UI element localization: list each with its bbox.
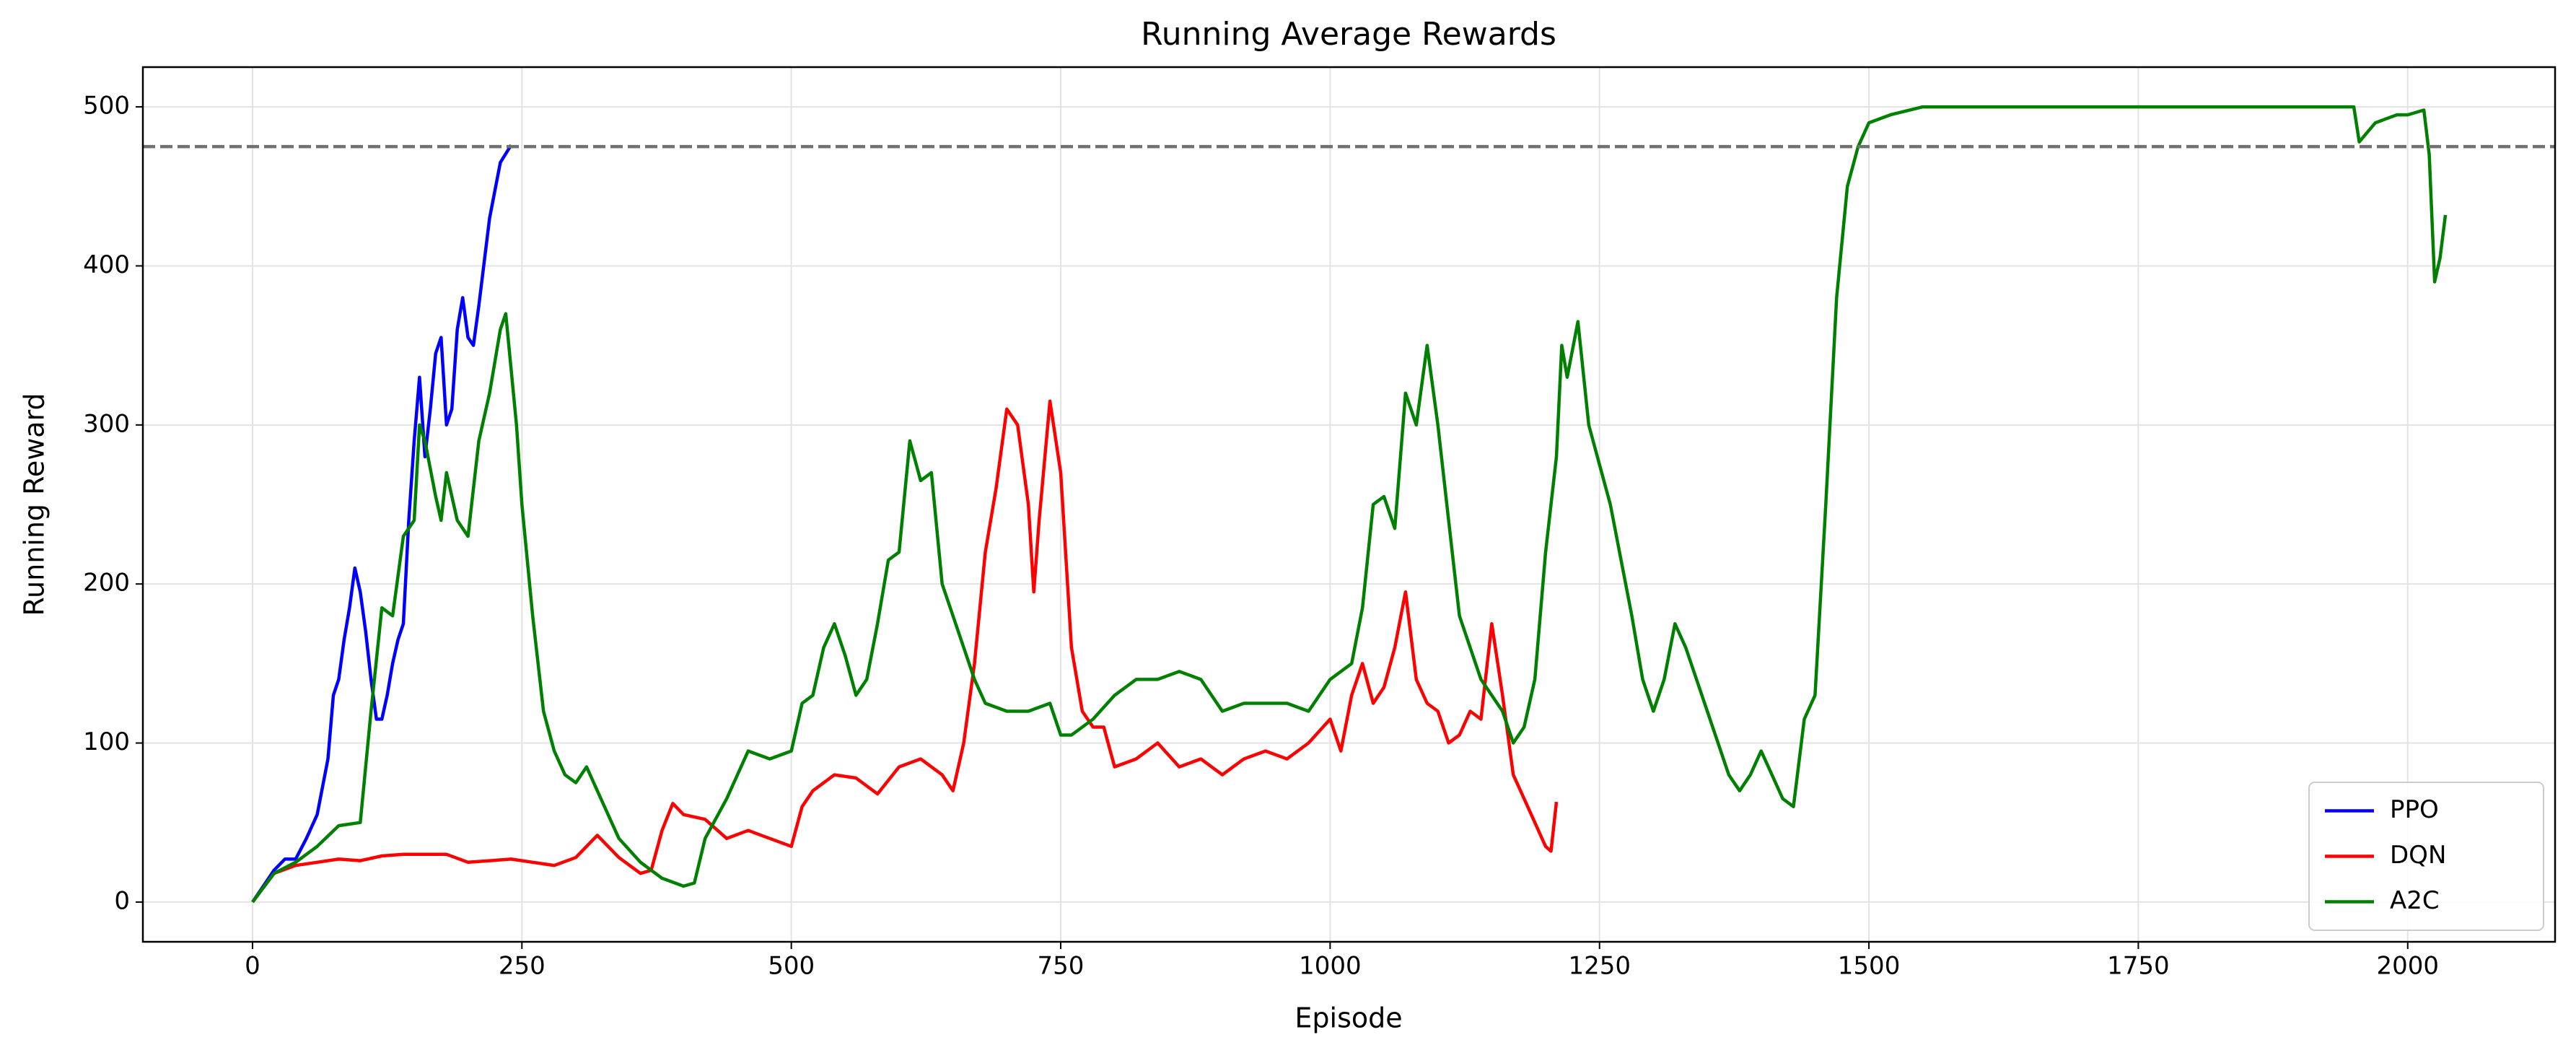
legend-label: A2C [2390,886,2440,915]
x-tick-label: 2000 [2377,952,2440,981]
x-tick-label: 1750 [2107,952,2170,981]
plot-frame [141,66,2557,943]
y-tick-label: 400 [83,250,130,279]
x-tick-label: 1000 [1299,952,1362,981]
x-axis-label: Episode [1294,1002,1402,1034]
chart-title: Running Average Rewards [1141,16,1556,53]
y-tick-label: 300 [83,409,130,438]
y-axis-label: Running Reward [19,393,51,616]
legend-label: DQN [2390,841,2446,870]
x-tick-label: 0 [245,952,260,981]
x-tick-label: 1500 [1838,952,1901,981]
x-tick-label: 500 [768,952,815,981]
x-tick-label: 750 [1038,952,1085,981]
y-tick-label: 0 [114,886,130,915]
y-tick-label: 200 [83,569,130,598]
y-tick-label: 500 [83,92,130,121]
series-line [251,105,2448,904]
legend-label: PPO [2390,795,2439,824]
series-line [251,399,1559,904]
y-tick-label: 100 [83,727,130,756]
x-tick-label: 250 [499,952,546,981]
legend-box [2308,782,2544,931]
series-line [251,144,513,904]
x-tick-label: 1250 [1568,952,1631,981]
